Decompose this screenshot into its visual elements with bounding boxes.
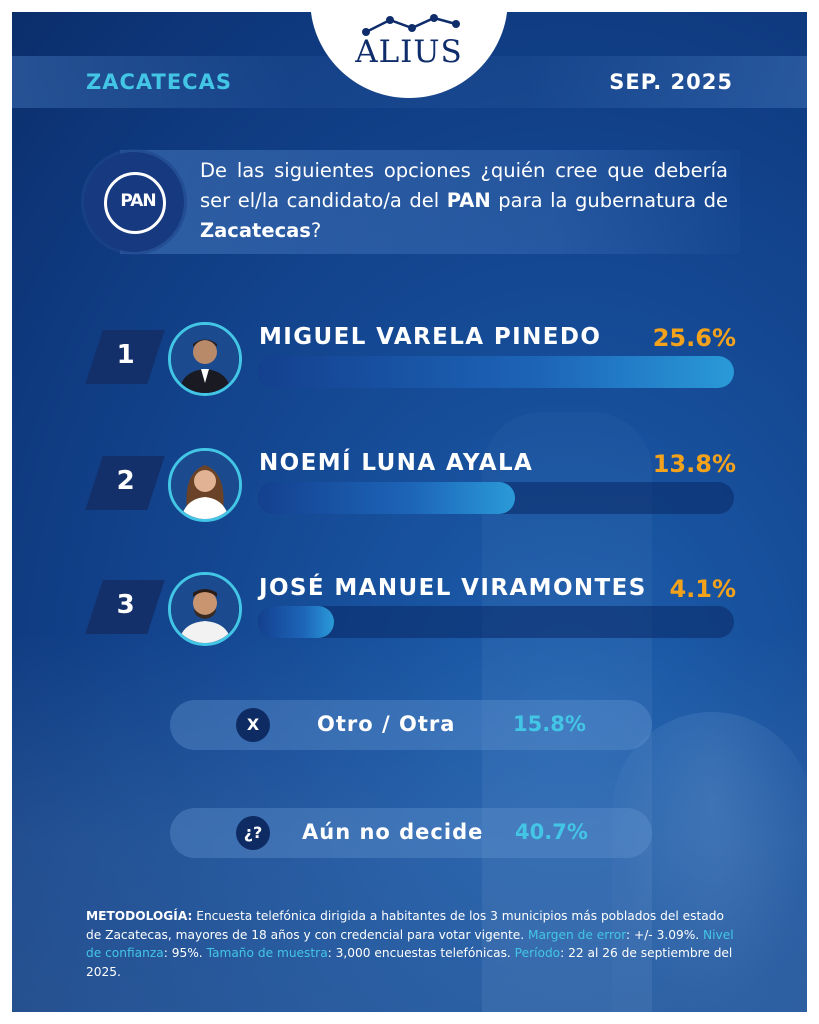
other-option: X Otro / Otra 15.8% — [170, 700, 652, 750]
confidence-value: : 95%. — [163, 946, 207, 960]
candidate-1-avatar — [168, 322, 242, 396]
background-haze — [12, 632, 807, 1012]
question-part4: ? — [310, 219, 322, 242]
logo-chart-icon — [362, 14, 460, 36]
pan-logo-text: PAN — [120, 191, 156, 211]
methodology-note: METODOLOGÍA: Encuesta telefónica dirigid… — [86, 907, 738, 981]
candidate-3-name: JOSÉ MANUEL VIRAMONTES — [259, 575, 647, 601]
question-icon: ¿? — [236, 816, 270, 850]
bar-2 — [258, 482, 515, 514]
undecided-label: Aún no decide — [302, 820, 484, 844]
close-icon: X — [236, 708, 270, 742]
candidate-2-name: NOEMÍ LUNA AYALA — [259, 450, 534, 476]
undecided-percent: 40.7% — [515, 820, 588, 844]
bar-3 — [258, 606, 335, 638]
other-percent: 15.8% — [513, 712, 586, 736]
sample-label: Tamaño de muestra — [206, 946, 328, 960]
candidate-2-avatar — [168, 448, 242, 522]
period-value: : 22 al 26 de septiembre del 2025. — [86, 946, 733, 979]
person-icon — [171, 325, 239, 393]
period-label: Período — [514, 946, 561, 960]
bar-1 — [258, 356, 734, 388]
methodology-label: METODOLOGÍA: — [86, 909, 193, 923]
background-dome — [612, 712, 807, 1012]
date-label: SEP. 2025 — [609, 70, 733, 94]
other-label: Otro / Otra — [317, 712, 456, 736]
candidate-1-percent: 25.6% — [652, 324, 736, 352]
question-part2: ¿quién cree que debería ser el/la candid… — [200, 159, 728, 212]
methodology-text: Encuesta telefónica dirigida a habitante… — [86, 909, 724, 942]
question-text: De las siguientes opciones ¿quién cree q… — [200, 156, 728, 246]
margin-value: : +/- 3.09%. — [626, 927, 704, 942]
pan-logo-ring: PAN — [104, 172, 166, 234]
rank-number-2: 2 — [116, 466, 135, 496]
person-icon — [171, 451, 239, 519]
bar-track-3 — [258, 606, 734, 638]
candidate-1-name: MIGUEL VARELA PINEDO — [259, 324, 602, 350]
sample-value: : 3,000 encuestas telefónicas. — [327, 946, 515, 960]
undecided-option: ¿? Aún no decide 40.7% — [170, 808, 652, 858]
confidence-label: Nivel de confianza — [86, 927, 734, 961]
bar-track-2 — [258, 482, 734, 514]
state-label: ZACATECAS — [86, 70, 232, 94]
person-icon — [171, 575, 239, 643]
question-place: Zacatecas — [200, 219, 311, 242]
candidate-3-avatar — [168, 572, 242, 646]
question-party: PAN — [446, 189, 491, 212]
question-part1: De las siguientes opciones — [200, 159, 481, 182]
question-part3: para la gubernatura de — [490, 189, 728, 212]
candidate-3-percent: 4.1% — [669, 575, 736, 603]
bar-track-1 — [258, 356, 734, 388]
question-band — [120, 150, 740, 254]
margin-label: Margen de error — [527, 927, 626, 942]
rank-number-1: 1 — [116, 340, 135, 370]
brand-logo: ALIUS — [355, 34, 463, 70]
pan-logo: PAN — [84, 152, 184, 252]
candidate-2-percent: 13.8% — [652, 450, 736, 478]
rank-number-3: 3 — [116, 590, 135, 620]
